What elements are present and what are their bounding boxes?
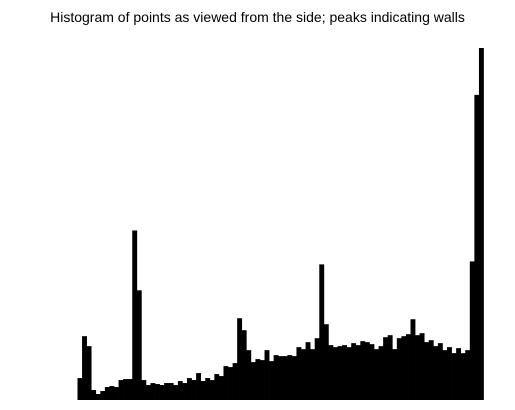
histogram-bar bbox=[205, 378, 211, 400]
histogram-bar bbox=[82, 336, 87, 400]
histogram-bar bbox=[378, 346, 384, 400]
histogram-bar bbox=[177, 381, 183, 400]
histogram-bar bbox=[255, 359, 261, 400]
histogram-bar bbox=[246, 350, 252, 400]
histogram-bar bbox=[141, 380, 147, 400]
histogram-bar bbox=[95, 394, 101, 400]
histogram-bar bbox=[186, 378, 192, 400]
histogram-bar bbox=[401, 336, 407, 400]
histogram-bar bbox=[419, 333, 425, 400]
histogram-bar bbox=[405, 334, 411, 400]
histogram-bar bbox=[442, 350, 448, 400]
histogram-bar bbox=[447, 347, 452, 400]
histogram-bar bbox=[319, 264, 325, 400]
histogram-bar bbox=[278, 356, 284, 400]
histogram-bar bbox=[269, 361, 275, 400]
histogram-bar bbox=[287, 355, 293, 400]
histogram-bar bbox=[100, 391, 106, 400]
histogram-bar bbox=[113, 387, 119, 400]
histogram-bar bbox=[159, 385, 165, 400]
histogram-bar bbox=[474, 94, 480, 401]
histogram-bar bbox=[228, 367, 233, 400]
histogram-bar bbox=[460, 353, 466, 400]
histogram-bar bbox=[364, 342, 370, 400]
histogram-bar bbox=[104, 387, 110, 400]
histogram-bar bbox=[374, 349, 379, 400]
histogram-bar bbox=[296, 347, 302, 400]
histogram-bar bbox=[310, 349, 316, 400]
histogram-bar bbox=[314, 338, 320, 400]
histogram-bar bbox=[323, 324, 329, 400]
histogram-bar bbox=[150, 383, 156, 400]
histogram-bar bbox=[342, 345, 347, 400]
histogram-bar bbox=[433, 346, 439, 400]
histogram-bar bbox=[123, 379, 129, 400]
histogram-bar bbox=[136, 290, 142, 400]
histogram-bar bbox=[360, 341, 366, 400]
histogram-bar bbox=[351, 343, 357, 400]
histogram-bar bbox=[337, 346, 343, 400]
histogram-bar bbox=[259, 360, 265, 400]
histogram-bar bbox=[214, 374, 220, 400]
histogram-bar bbox=[301, 349, 306, 400]
histogram-bar bbox=[387, 335, 393, 400]
histogram-bar bbox=[410, 319, 416, 400]
histogram-bar bbox=[346, 347, 352, 400]
histogram-bar bbox=[291, 356, 297, 400]
histogram-bar bbox=[218, 376, 224, 400]
histogram-bar bbox=[264, 350, 270, 400]
histogram-bar bbox=[396, 338, 402, 400]
histogram-bar bbox=[328, 345, 334, 400]
histogram-bar bbox=[223, 366, 229, 400]
histogram-bar bbox=[250, 362, 256, 400]
histogram-bar bbox=[428, 340, 434, 400]
histogram-bar bbox=[109, 386, 115, 400]
histogram-bar bbox=[200, 381, 206, 400]
histogram-bar bbox=[91, 390, 97, 400]
histogram-bar bbox=[191, 380, 197, 400]
histogram-bar bbox=[383, 337, 389, 400]
histogram-bar bbox=[77, 378, 83, 400]
histogram-bar bbox=[424, 342, 430, 400]
histogram-bar bbox=[237, 318, 243, 400]
histogram-bar bbox=[232, 363, 238, 400]
histogram-bar bbox=[437, 343, 443, 400]
chart-title: Histogram of points as viewed from the s… bbox=[50, 9, 465, 25]
histogram-bar bbox=[273, 355, 279, 400]
histogram-bar bbox=[209, 380, 215, 400]
histogram-bar bbox=[118, 380, 124, 400]
histogram-bar bbox=[355, 345, 361, 400]
histogram-bar bbox=[369, 344, 375, 400]
histogram-bar bbox=[465, 350, 471, 400]
histogram-bar bbox=[168, 383, 174, 400]
histogram-bar bbox=[451, 353, 457, 400]
histogram-bar bbox=[332, 347, 338, 400]
histogram-bar bbox=[456, 348, 462, 400]
histogram-bar bbox=[173, 385, 179, 400]
histogram-bar bbox=[478, 48, 484, 400]
histogram-bar bbox=[155, 384, 160, 400]
histogram-bar bbox=[145, 385, 151, 400]
histogram-bar bbox=[241, 330, 247, 400]
histogram-bars bbox=[77, 48, 484, 401]
histogram-bar bbox=[469, 261, 475, 400]
histogram-bar bbox=[132, 230, 138, 400]
histogram-bar bbox=[127, 379, 133, 400]
histogram-bar bbox=[282, 356, 288, 400]
histogram-bar bbox=[86, 346, 92, 400]
histogram-bar bbox=[182, 383, 188, 400]
histogram-bar bbox=[392, 349, 398, 400]
histogram-bar bbox=[196, 373, 202, 400]
histogram-bar bbox=[415, 335, 420, 400]
histogram-bar bbox=[164, 383, 170, 400]
histogram-bar bbox=[305, 342, 311, 400]
